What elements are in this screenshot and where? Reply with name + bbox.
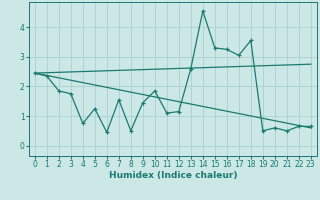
X-axis label: Humidex (Indice chaleur): Humidex (Indice chaleur) bbox=[108, 171, 237, 180]
